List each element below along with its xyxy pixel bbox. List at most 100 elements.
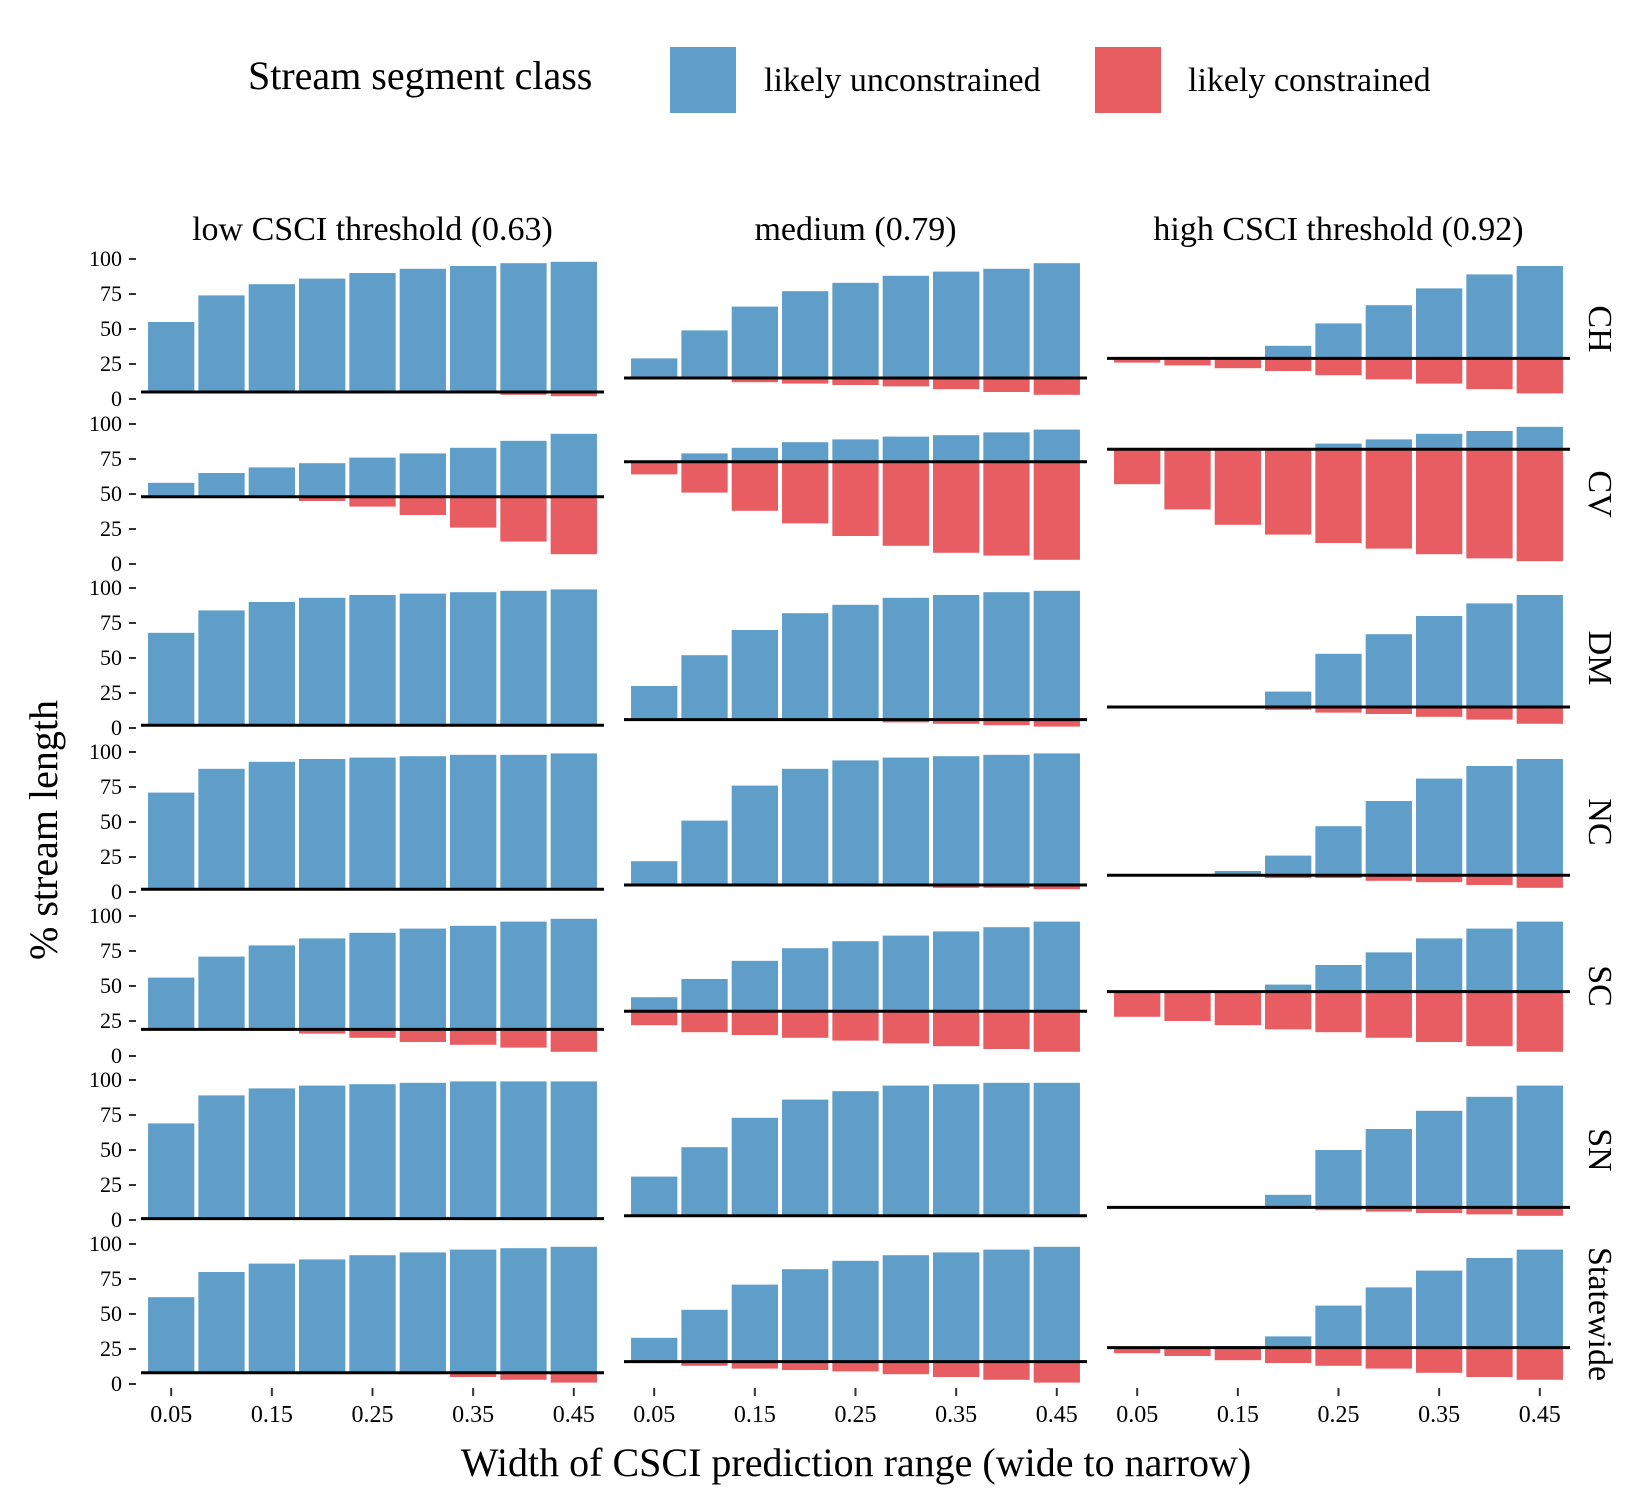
bar-unconstrained [832, 439, 879, 462]
bar-unconstrained [681, 820, 728, 885]
bar-unconstrained [550, 1246, 597, 1373]
bar-unconstrained [681, 330, 728, 378]
bar-constrained [933, 719, 980, 724]
bar-constrained [1315, 1347, 1362, 1366]
bar-unconstrained [550, 433, 597, 497]
bar-constrained [1466, 991, 1513, 1047]
bar-constrained [983, 719, 1030, 726]
panel [141, 918, 604, 1052]
bar-unconstrained [500, 1248, 547, 1373]
facet-row-label: NC [1581, 798, 1618, 845]
y-tick-label: 100 [89, 575, 122, 600]
panel [141, 261, 604, 397]
bar-constrained [1164, 358, 1211, 366]
facet-row-label: SC [1581, 965, 1618, 1007]
facet-row-label: CV [1581, 470, 1618, 518]
bar-unconstrained [1466, 1096, 1513, 1208]
bar-unconstrained [349, 595, 396, 726]
bar-unconstrained [399, 1252, 446, 1373]
bar-unconstrained [882, 275, 929, 378]
bar-constrained [782, 461, 829, 524]
bar-unconstrained [1466, 603, 1513, 707]
bar-unconstrained [450, 754, 497, 890]
bar-constrained [1365, 358, 1412, 380]
y-tick-label: 25 [100, 516, 122, 541]
panel [1107, 266, 1570, 394]
bar-unconstrained [882, 597, 929, 720]
panel [141, 753, 604, 891]
x-tick-label: 0.45 [1036, 1402, 1078, 1428]
bar-unconstrained [933, 271, 980, 378]
bar-constrained [299, 1029, 346, 1034]
bar-unconstrained [1516, 266, 1563, 359]
bar-unconstrained [882, 935, 929, 1012]
bar-constrained [1466, 449, 1513, 559]
bar-unconstrained [450, 447, 497, 497]
bar-constrained [1365, 449, 1412, 549]
bar-unconstrained [1416, 778, 1463, 876]
bar-constrained [1516, 875, 1563, 888]
bar-unconstrained [782, 613, 829, 720]
panel [1107, 1249, 1570, 1380]
bar-constrained [1214, 991, 1261, 1026]
bar-unconstrained [198, 610, 245, 726]
y-tick-label: 25 [100, 1172, 122, 1197]
bar-constrained [1365, 875, 1412, 881]
bar-unconstrained [1365, 305, 1412, 359]
bar-unconstrained [1265, 345, 1312, 359]
x-tick-label: 0.25 [835, 1402, 877, 1428]
bar-unconstrained [399, 268, 446, 392]
bar-constrained [1214, 358, 1261, 369]
bar-unconstrained [450, 266, 497, 392]
bar-constrained [399, 496, 446, 515]
bar-unconstrained [983, 927, 1030, 1012]
bar-unconstrained [198, 295, 245, 392]
bar-unconstrained [832, 941, 879, 1012]
bar-constrained [1033, 461, 1080, 560]
bar-unconstrained [1416, 616, 1463, 707]
bar-constrained [832, 1361, 879, 1372]
x-tick-label: 0.05 [1116, 1402, 1158, 1428]
x-tick-label: 0.35 [1418, 1402, 1460, 1428]
bar-constrained [1516, 1347, 1563, 1380]
bar-unconstrained [500, 440, 547, 497]
bar-unconstrained [1315, 653, 1362, 707]
bar-constrained [1033, 885, 1080, 890]
bar-constrained [1114, 991, 1161, 1017]
bar-unconstrained [299, 463, 346, 497]
bar-unconstrained [1416, 1110, 1463, 1208]
y-tick-label: 0 [111, 551, 122, 576]
panel [141, 433, 604, 555]
bar-unconstrained [731, 1117, 778, 1216]
bar-unconstrained [148, 632, 195, 726]
bar-constrained [983, 461, 1030, 556]
bar-unconstrained [1265, 855, 1312, 876]
bar-unconstrained [1365, 1129, 1412, 1208]
bar-unconstrained [550, 918, 597, 1030]
bar-constrained [1466, 707, 1513, 720]
facet-column-header: low CSCI threshold (0.63) [192, 211, 553, 248]
y-tick-label: 100 [89, 411, 122, 436]
bar-unconstrained [550, 753, 597, 890]
bar-unconstrained [550, 261, 597, 392]
bar-unconstrained [631, 358, 678, 378]
bar-constrained [1214, 449, 1261, 525]
bar-unconstrained [882, 757, 929, 885]
bar-unconstrained [248, 761, 295, 890]
bar-unconstrained [681, 453, 728, 462]
bar-unconstrained [1516, 595, 1563, 707]
bar-unconstrained [882, 1255, 929, 1362]
legend-title: Stream segment class [248, 53, 593, 98]
bar-unconstrained [1214, 871, 1261, 876]
bar-unconstrained [450, 592, 497, 726]
bar-unconstrained [681, 1309, 728, 1362]
x-tick-label: 0.05 [633, 1402, 675, 1428]
bar-constrained [1516, 707, 1563, 724]
bar-constrained [681, 1011, 728, 1033]
bar-unconstrained [731, 306, 778, 378]
bar-constrained [550, 496, 597, 555]
bar-unconstrained [782, 1269, 829, 1362]
bar-constrained [1416, 1207, 1463, 1213]
bar-unconstrained [248, 1263, 295, 1373]
y-tick-label: 75 [100, 281, 122, 306]
